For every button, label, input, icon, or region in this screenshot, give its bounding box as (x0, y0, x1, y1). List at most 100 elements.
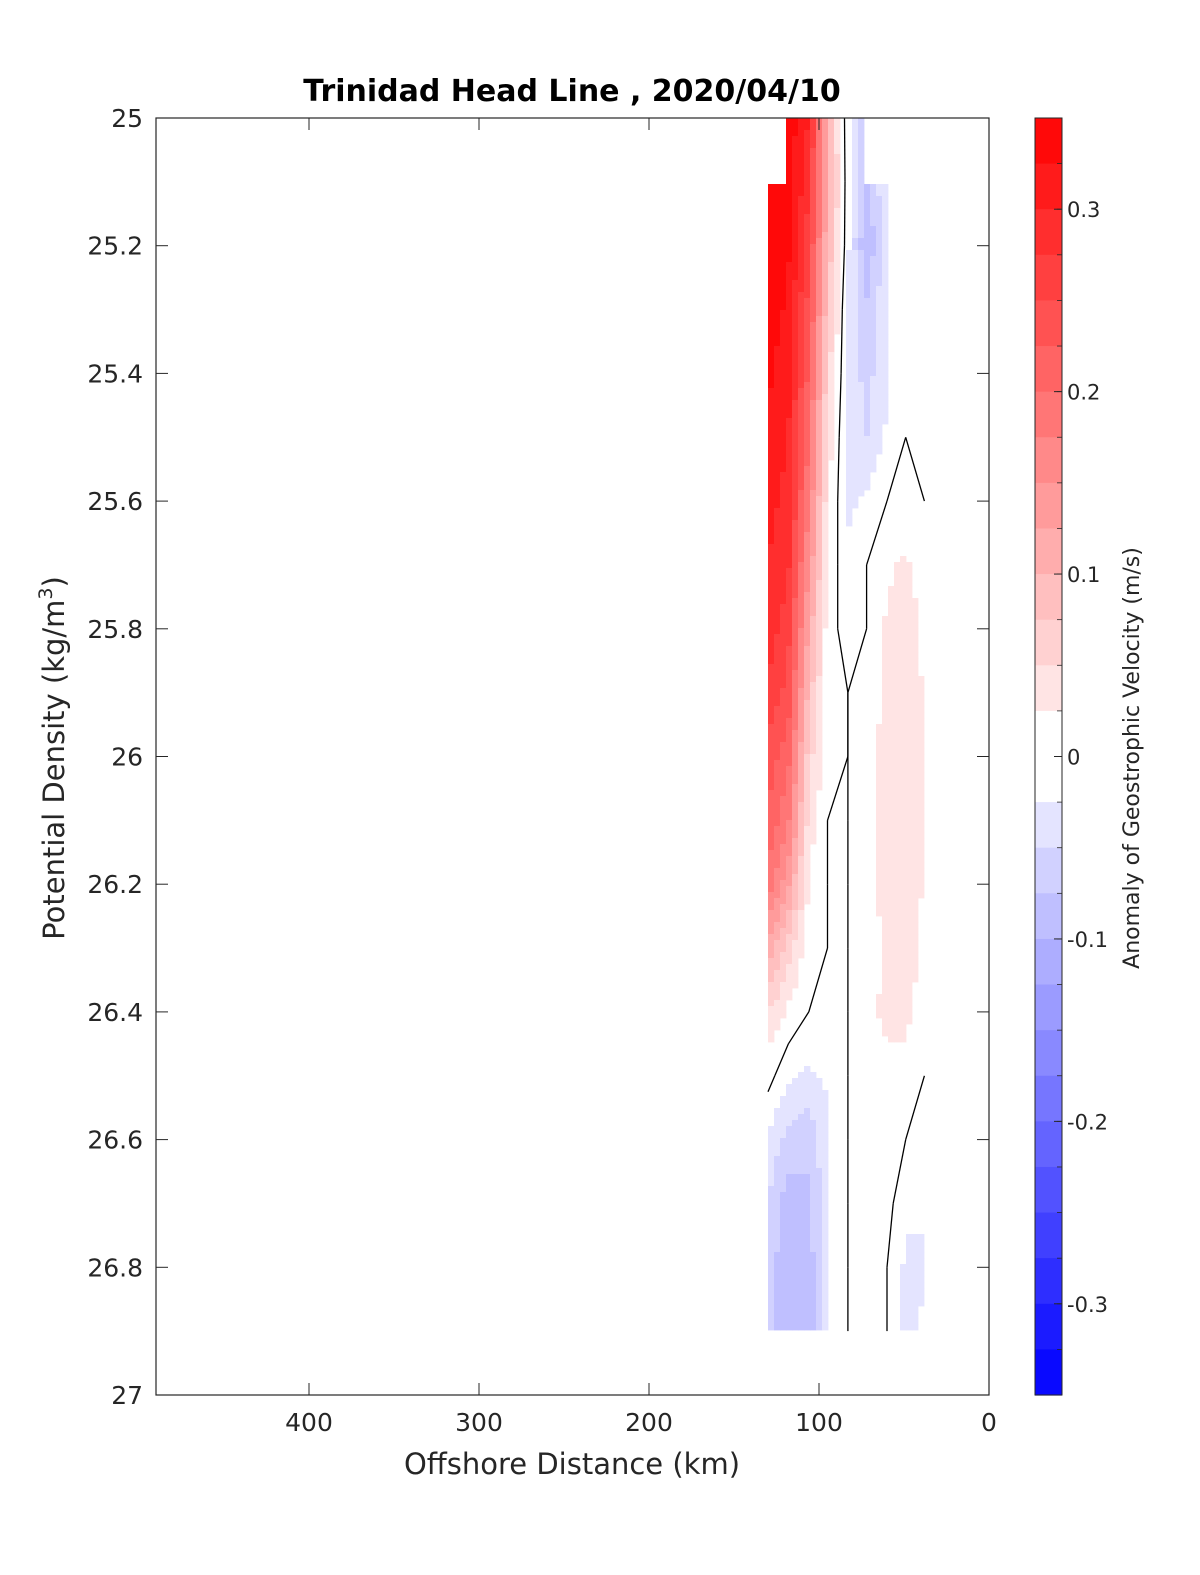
field-cell (900, 604, 907, 611)
field-cell (816, 772, 823, 779)
field-cell (786, 454, 793, 461)
field-cell (822, 1162, 829, 1169)
field-cell (912, 748, 919, 755)
zero-contour-segment (847, 628, 868, 693)
field-cell (822, 370, 829, 377)
field-cell (852, 436, 859, 443)
field-cell (792, 1090, 799, 1097)
field-cell (768, 1312, 775, 1319)
field-cell (786, 298, 793, 305)
field-cell (774, 1006, 781, 1013)
field-cell (798, 130, 805, 137)
field-cell (816, 1144, 823, 1151)
field-cell (894, 664, 901, 671)
field-cell (804, 376, 811, 383)
field-cell (780, 1222, 787, 1229)
field-cell (780, 400, 787, 407)
field-cell (768, 808, 775, 815)
field-cell (882, 880, 889, 887)
field-cell (816, 244, 823, 251)
field-cell (810, 802, 817, 809)
zero-contour-segment (905, 437, 926, 502)
field-cell (918, 1300, 925, 1307)
field-cell (768, 538, 775, 545)
field-cell (846, 352, 853, 359)
field-cell (780, 880, 787, 887)
field-cell (894, 1000, 901, 1007)
field-cell (822, 490, 829, 497)
field-cell (822, 1258, 829, 1265)
field-cell (774, 442, 781, 449)
field-cell (816, 1300, 823, 1307)
field-cell (822, 118, 829, 125)
field-cell (864, 262, 871, 269)
field-cell (774, 880, 781, 887)
field-cell (786, 1198, 793, 1205)
field-cell (870, 184, 877, 191)
field-cell (828, 406, 835, 413)
field-cell (792, 1114, 799, 1121)
field-cell (864, 424, 871, 431)
field-cell (768, 280, 775, 287)
zero-contour-segment (865, 500, 888, 566)
field-cell (792, 136, 799, 143)
colorbar-tick-label: -0.1 (1067, 928, 1108, 952)
field-cell (876, 898, 883, 905)
field-cell (816, 1114, 823, 1121)
field-cell (906, 742, 913, 749)
field-cell (780, 760, 787, 767)
field-cell (786, 352, 793, 359)
field-cell (780, 1114, 787, 1121)
field-cell (768, 352, 775, 359)
field-cell (780, 574, 787, 581)
field-cell (816, 430, 823, 437)
field-cell (798, 856, 805, 863)
field-cell (900, 1282, 907, 1289)
field-cell (804, 118, 811, 125)
field-cell (780, 736, 787, 743)
field-cell (780, 376, 787, 383)
field-cell (864, 316, 871, 323)
field-cell (882, 826, 889, 833)
y-tick-label: 26.8 (87, 1253, 143, 1282)
field-cell (912, 1282, 919, 1289)
field-cell (780, 694, 787, 701)
field-cell (906, 640, 913, 647)
field-cell (876, 448, 883, 455)
field-cell (792, 892, 799, 899)
field-cell (888, 958, 895, 965)
field-cell (810, 586, 817, 593)
field-cell (810, 370, 817, 377)
field-cell (852, 208, 859, 215)
field-cell (882, 274, 889, 281)
field-cell (888, 1000, 895, 1007)
field-cell (792, 1252, 799, 1259)
field-cell (858, 130, 865, 137)
field-cell (846, 502, 853, 509)
field-cell (798, 1300, 805, 1307)
field-cell (780, 1312, 787, 1319)
field-cell (774, 184, 781, 191)
field-cell (786, 910, 793, 917)
field-cell (774, 688, 781, 695)
field-cell (768, 892, 775, 899)
field-cell (786, 640, 793, 647)
field-cell (792, 544, 799, 551)
field-cell (792, 766, 799, 773)
field-cell (792, 1138, 799, 1145)
field-cell (774, 574, 781, 581)
field-cell (804, 424, 811, 431)
field-cell (810, 1264, 817, 1271)
field-cell (786, 964, 793, 971)
field-cell (882, 418, 889, 425)
field-cell (774, 1132, 781, 1139)
field-cell (768, 790, 775, 797)
field-cell (804, 352, 811, 359)
field-cell (798, 220, 805, 227)
field-cell (780, 652, 787, 659)
field-cell (768, 256, 775, 263)
field-cell (780, 490, 787, 497)
field-cell (810, 412, 817, 419)
field-cell (810, 592, 817, 599)
field-cell (918, 844, 925, 851)
